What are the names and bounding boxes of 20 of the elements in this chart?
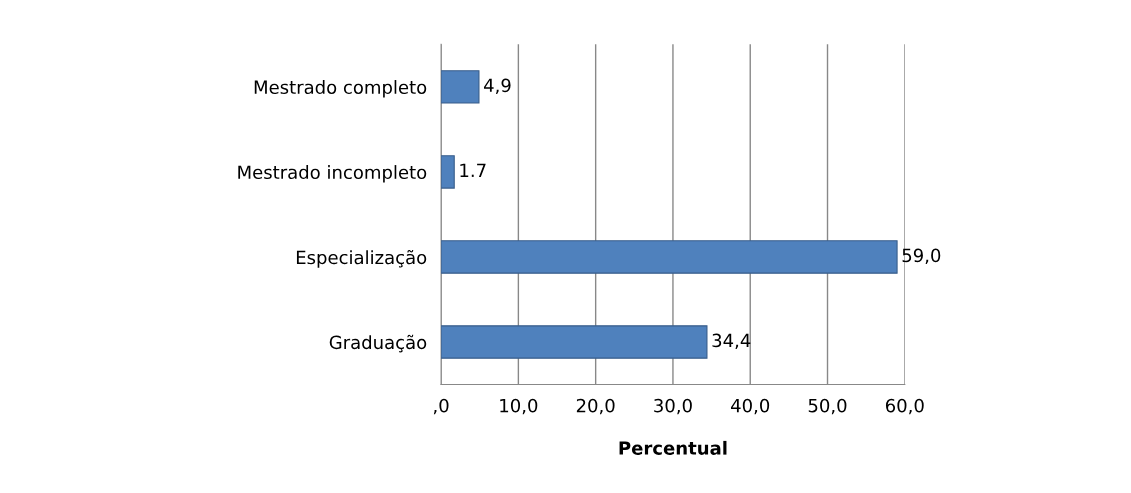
- y-tick-label: Especialização: [296, 249, 427, 268]
- bar: [441, 155, 455, 189]
- x-tick-label: ,0: [433, 398, 449, 415]
- x-axis-title: Percentual: [619, 440, 727, 455]
- bar: [441, 240, 898, 274]
- x-tick-label: 50,0: [808, 398, 847, 415]
- bar: [441, 325, 708, 359]
- data-label: 34,4: [712, 333, 751, 350]
- y-tick-label: Mestrado completo: [254, 80, 427, 98]
- x-tick-label: 30,0: [654, 398, 692, 415]
- bar: [441, 70, 480, 104]
- x-tick-label: 20,0: [576, 398, 615, 415]
- data-label: 4,9: [484, 78, 511, 94]
- data-label: 59,0: [902, 248, 941, 265]
- y-tick-label: Mestrado incompleto: [238, 165, 427, 183]
- data-label: 1.7: [460, 163, 486, 177]
- x-tick-label: 40,0: [731, 398, 770, 415]
- x-tick-label: 10,0: [500, 398, 538, 415]
- x-tick-label: 60,0: [885, 398, 924, 415]
- y-tick-label: Graduação: [329, 334, 427, 353]
